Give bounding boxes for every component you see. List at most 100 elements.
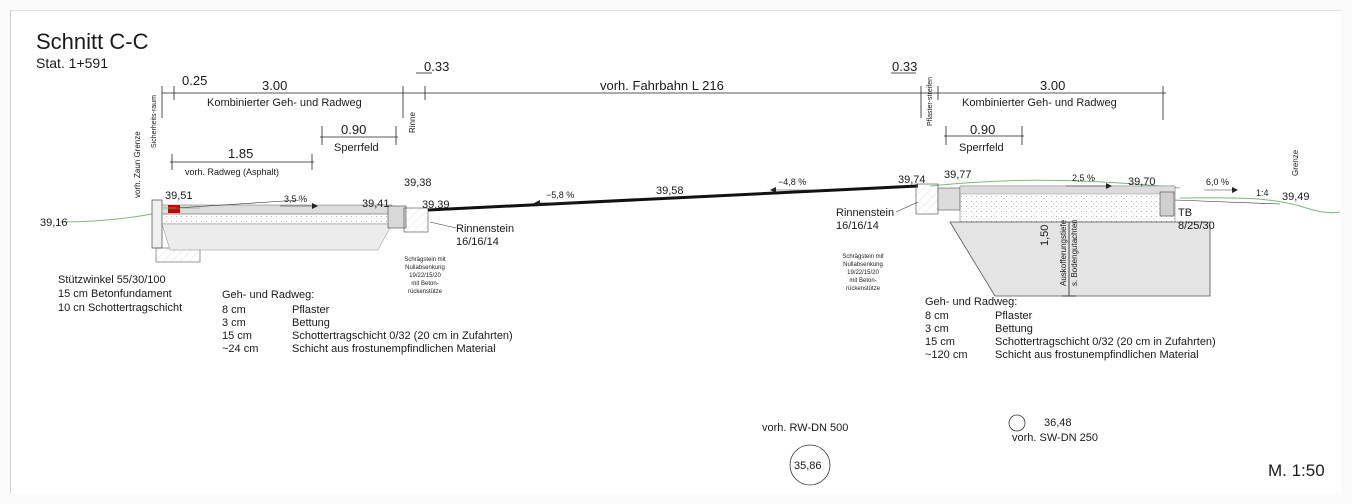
kombi-weg-right: Kombinierter Geh- und Radweg	[962, 97, 1117, 109]
layers_right-thickness: 8 cm	[925, 310, 949, 322]
schraegstein-right-line: Schrägstein mit	[842, 254, 884, 260]
tb-label: TB	[1178, 207, 1192, 219]
stuetzwinkel-2: 15 cm Betonfundament	[58, 288, 172, 300]
top-dimension-chain	[161, 72, 1166, 120]
road-surface	[427, 184, 919, 212]
schraegstein-left-line: rückenstütze	[408, 289, 443, 295]
stuetzwinkel-3: 10 cn Schottertragschicht	[58, 302, 182, 314]
right-sidewalk	[915, 183, 1281, 297]
schraegstein-left-line: Schrägstein mit	[404, 257, 446, 263]
schraegstein-note-right: Schrägstein mit Nullabsenkung 19/22/15/20 m…	[842, 254, 884, 292]
layers_right-thickness: 3 cm	[925, 323, 949, 335]
radweg-asphalt-label: vorh. Radweg (Asphalt)	[185, 167, 279, 177]
dim-3-00-left: 3.00	[262, 78, 287, 93]
elev-36-48: 36,48	[1044, 417, 1072, 429]
dim-0-33-right: 0.33	[892, 59, 917, 74]
kombi-weg-left: Kombinierter Geh- und Radweg	[207, 97, 362, 109]
elev-39-58: 39,58	[656, 185, 684, 197]
rinnenstein-left-label: Rinnenstein	[456, 223, 514, 235]
schraegstein-note-left: Schrägstein mit Nullabsenkung 19/22/15/20 m…	[404, 257, 446, 295]
left-sidewalk	[151, 199, 429, 263]
rinnenstein-right-leader	[895, 201, 919, 213]
grenze-label: Grenze	[1291, 149, 1300, 176]
elev-39-49: 39,49	[1282, 191, 1310, 203]
elev-39-70: 39,70	[1128, 176, 1156, 188]
elev-35-86: 35,86	[794, 460, 822, 472]
bodengutachten-label: s. Bodengutachten	[1070, 219, 1079, 286]
layers_left-thickness: ~24 cm	[222, 343, 258, 355]
ground-line	[59, 197, 1341, 223]
rinnenstein-right-dim: 16/16/14	[836, 220, 879, 232]
slope-4-8: −4,8 %	[778, 177, 806, 187]
sperrfeld-left-dimension	[320, 126, 398, 145]
layers-right-heading: Geh- und Radweg:	[925, 296, 1017, 308]
stuetzwinkel-1: Stützwinkel 55/30/100	[58, 274, 166, 286]
slope-5-8: −5,8 %	[546, 190, 574, 200]
layers_left-thickness: 15 cm	[222, 330, 252, 342]
auskofferung-label: Auskofferungstiefe	[1059, 219, 1068, 286]
elev-39-51: 39,51	[165, 190, 193, 202]
fahrbahn-label: vorh. Fahrbahn L 216	[600, 78, 724, 93]
schraegstein-left-line: Nullabsenkung	[405, 265, 445, 271]
elev-39-38: 39,38	[404, 177, 432, 189]
sw-pipe-icon	[1008, 414, 1026, 432]
pflasterstreifen-label: Pflaster-streifen	[927, 77, 934, 126]
dim-0-33-left: 0.33	[424, 59, 449, 74]
slope-arrows	[280, 183, 1238, 209]
schraegstein-right-line: rückenstütze	[846, 286, 881, 292]
dim-3-00-right: 3.00	[1040, 78, 1065, 93]
layers_right-thickness: 15 cm	[925, 336, 955, 348]
layers_right-material: Schottertragschicht 0/32 (20 cm in Zufah…	[995, 336, 1216, 348]
layers_right-material: Pflaster	[995, 310, 1033, 322]
sicherheitsraum-label: Sicherheits-raum	[151, 95, 158, 148]
layers_left-material: Schottertragschicht 0/32 (20 cm in Zufah…	[292, 330, 513, 342]
layers_left-material: Bettung	[292, 317, 330, 329]
layers_right-material: Schicht aus frostunempfindlichen Materia…	[995, 349, 1199, 361]
layers_left-thickness: 8 cm	[222, 304, 246, 316]
layers-left-table: 8 cm Pflaster 3 cm Bettung 15 cm Schottertrag…	[222, 304, 513, 355]
elev-39-77: 39,77	[944, 169, 972, 181]
layers_left-material: Pflaster	[292, 304, 330, 316]
schraegstein-right-line: 19/22/15/20	[847, 270, 879, 276]
slope-3-5: 3,5 %	[284, 194, 307, 204]
rinne-label: Rinne	[408, 112, 417, 133]
layers_left-material: Schicht aus frostunempfindlichen Materia…	[292, 343, 496, 355]
elev-39-41: 39,41	[362, 198, 390, 210]
schraegstein-left-line: 19/22/15/20	[409, 273, 441, 279]
rinnenstein-left-dim: 16/16/14	[456, 236, 499, 248]
slope-6-0: 6,0 %	[1206, 177, 1229, 187]
elev-39-16: 39,16	[40, 217, 68, 229]
dim-0-90-left: 0.90	[341, 122, 366, 137]
slope-1-4: 1:4	[1256, 188, 1269, 198]
sperrfeld-left-label: Sperrfeld	[334, 142, 379, 154]
dim-1-85: 1.85	[228, 146, 253, 161]
sw-pipe-label: vorh. SW-DN 250	[1012, 432, 1098, 444]
layers-right-table: 8 cm Pflaster 3 cm Bettung 15 cm Schottertrag…	[925, 310, 1216, 361]
layers_left-thickness: 3 cm	[222, 317, 246, 329]
rw-pipe-label: vorh. RW-DN 500	[762, 422, 848, 434]
zero-line	[175, 199, 301, 209]
schraegstein-right-line: Nullabsenkung	[843, 262, 883, 268]
sperrfeld-right-label: Sperrfeld	[959, 142, 1004, 154]
scale-label: M. 1:50	[1268, 461, 1325, 480]
dim-0-90-right: 0.90	[970, 122, 995, 137]
elev-39-74: 39,74	[898, 174, 926, 186]
layers_right-material: Bettung	[995, 323, 1033, 335]
rinnenstein-right-label: Rinnenstein	[836, 207, 894, 219]
title: Schnitt C-C	[36, 29, 149, 54]
station-label: Stat. 1+591	[36, 55, 108, 71]
schraegstein-left-line: mit Beton-	[411, 281, 438, 287]
schraegstein-right-line: mit Beton-	[849, 278, 876, 284]
layers-left-heading: Geh- und Radweg:	[222, 289, 314, 301]
radweg-dimension	[170, 154, 314, 170]
elev-39-39: 39,39	[422, 199, 450, 211]
rinnenstein-left-leader	[429, 221, 457, 229]
sperrfeld-right-dimension	[944, 126, 1024, 145]
layers_right-thickness: ~120 cm	[925, 349, 968, 361]
depth-1-50: 1,50	[1039, 225, 1051, 246]
tb-dim: 8/25/30	[1178, 220, 1215, 232]
ground-line-top	[929, 179, 1181, 189]
rw-pipe-icon	[789, 444, 831, 486]
